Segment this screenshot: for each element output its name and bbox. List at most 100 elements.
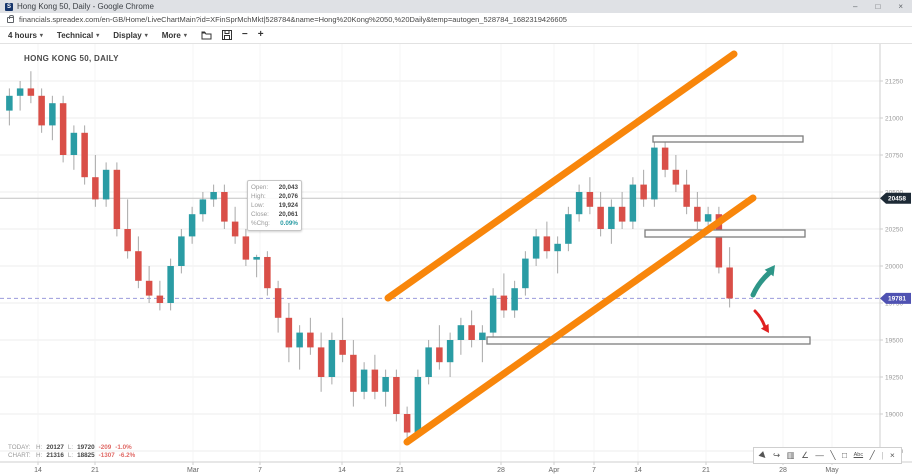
candle-down bbox=[694, 206, 701, 222]
price-axis-label: 19000 bbox=[885, 411, 903, 418]
candle-down bbox=[715, 214, 723, 268]
time-axis-label: May bbox=[825, 467, 839, 474]
pointer-tool-icon[interactable]: ▶ bbox=[757, 449, 770, 461]
candle-up bbox=[479, 332, 486, 340]
candle-up bbox=[49, 103, 56, 126]
display-dropdown[interactable]: Display ▾ bbox=[113, 31, 147, 40]
candle-down bbox=[27, 88, 35, 96]
zone-rectangle-annotation[interactable] bbox=[652, 135, 804, 143]
status-legend: TODAY: H: 20127 L: 19720 -209 -1.0% CHART: H: 213… bbox=[8, 444, 135, 460]
interval-dropdown-label: 4 hours bbox=[8, 30, 37, 40]
change-value: -1.0% bbox=[115, 444, 132, 451]
columns-tool-icon[interactable]: ▥ bbox=[786, 450, 795, 460]
hl-label: L: bbox=[67, 452, 74, 459]
candle-up bbox=[425, 347, 432, 377]
candle-up bbox=[511, 288, 518, 311]
close-draw-toolbar-icon[interactable]: × bbox=[889, 450, 895, 460]
candle-down bbox=[597, 206, 604, 229]
padlock-icon bbox=[7, 14, 14, 23]
down-arrow-annotation[interactable] bbox=[753, 309, 767, 328]
hl-value: 20127 bbox=[46, 444, 64, 451]
line-tool-icon[interactable]: ╱ bbox=[869, 450, 875, 460]
save-chart-button[interactable] bbox=[221, 30, 232, 40]
drawing-toolbar: ▶ ↪ ▥ ∠ — ╲ □ Abc ╱ | × bbox=[753, 447, 902, 464]
candle-down bbox=[92, 177, 99, 200]
price-tag-value: 20458 bbox=[888, 196, 906, 203]
up-arrowhead bbox=[764, 265, 775, 277]
address-bar[interactable]: financials.spreadex.com/en-GB/Home/LiveC… bbox=[0, 13, 912, 27]
candle-up bbox=[6, 95, 13, 111]
time-axis-label: 28 bbox=[779, 467, 787, 474]
channel-trendline-annotation[interactable] bbox=[384, 50, 738, 302]
hline-tool-icon[interactable]: — bbox=[815, 450, 824, 460]
candle-down bbox=[661, 147, 669, 170]
url-text[interactable]: financials.spreadex.com/en-GB/Home/LiveC… bbox=[19, 15, 567, 24]
candle-down bbox=[618, 206, 626, 222]
chart-svg: 2125021000207502050020250200001975019500… bbox=[0, 44, 912, 474]
candle-down bbox=[393, 377, 400, 414]
plus-icon: + bbox=[257, 29, 264, 40]
zoom-in-button[interactable]: + bbox=[258, 30, 264, 40]
window-controls: – □ × bbox=[853, 0, 907, 13]
candle-down bbox=[317, 347, 325, 377]
candle-down bbox=[135, 251, 142, 281]
time-axis-label: Mar bbox=[187, 467, 200, 474]
tooltip-row: High: 20,076 bbox=[251, 192, 298, 201]
candle-up bbox=[522, 258, 529, 289]
close-button[interactable]: × bbox=[898, 2, 903, 11]
chevron-down-icon: ▾ bbox=[144, 32, 148, 39]
technical-dropdown[interactable]: Technical ▾ bbox=[57, 31, 99, 40]
chevron-down-icon: ▾ bbox=[183, 32, 187, 39]
down-arrowhead bbox=[760, 323, 769, 333]
hl-label: L: bbox=[67, 444, 74, 451]
window-titlebar: S Hong Kong 50, Daily - Google Chrome – □… bbox=[0, 0, 912, 13]
more-dropdown[interactable]: More ▾ bbox=[162, 31, 187, 40]
candle-up bbox=[489, 295, 497, 333]
candle-down bbox=[59, 103, 67, 155]
up-arrow-annotation[interactable] bbox=[750, 270, 772, 298]
zone-rectangle-annotation[interactable] bbox=[644, 229, 806, 238]
save-floppy-icon bbox=[221, 30, 232, 40]
chart-app-toolbar: 4 hours ▾ Technical ▾ Display ▾ More ▾ − + bbox=[0, 27, 912, 44]
candle-up bbox=[70, 132, 78, 155]
candle-down bbox=[156, 295, 164, 303]
candle-up bbox=[608, 206, 615, 229]
candle-up bbox=[296, 332, 303, 348]
rectangle-tool-icon[interactable]: □ bbox=[841, 450, 848, 460]
candle-down bbox=[307, 332, 314, 348]
tooltip-label: Low: bbox=[251, 202, 265, 209]
time-axis-label: Apr bbox=[549, 467, 561, 474]
zone-rectangle-annotation[interactable] bbox=[486, 336, 811, 345]
price-axis-label: 21000 bbox=[885, 115, 903, 122]
change-value: -6.2% bbox=[118, 452, 136, 459]
candle-down bbox=[242, 236, 250, 260]
price-tag bbox=[880, 292, 911, 304]
candle-up bbox=[704, 214, 712, 222]
chevron-down-icon: ▾ bbox=[39, 32, 43, 39]
tooltip-row: Close: 20,061 bbox=[251, 210, 298, 219]
zoom-out-button[interactable]: − bbox=[242, 30, 248, 40]
channel-trendline-annotation[interactable] bbox=[403, 194, 757, 446]
chart-title: HONG KONG 50, DAILY bbox=[24, 54, 119, 63]
candle-up bbox=[167, 266, 174, 303]
text-tool-icon[interactable]: Abc bbox=[853, 452, 864, 458]
tooltip-row: Open: 20,043 bbox=[251, 183, 298, 192]
price-axis-label: 20000 bbox=[885, 263, 903, 270]
candle-down bbox=[350, 354, 357, 392]
tooltip-label: Open: bbox=[251, 184, 269, 191]
candle-down bbox=[543, 236, 551, 252]
candle-down bbox=[38, 95, 45, 126]
tooltip-label: High: bbox=[251, 193, 266, 200]
arrow-tool-icon[interactable]: ↪ bbox=[773, 450, 781, 460]
interval-dropdown[interactable]: 4 hours ▾ bbox=[8, 31, 43, 40]
minimize-button[interactable]: – bbox=[853, 2, 858, 11]
maximize-button[interactable]: □ bbox=[875, 2, 881, 11]
trendline-tool-icon[interactable]: ╲ bbox=[830, 450, 836, 460]
price-tag bbox=[880, 192, 911, 204]
open-chart-button[interactable] bbox=[201, 31, 212, 40]
ohlc-tooltip: Open: 20,043 High: 20,076 Low: 19,924 Close: 20… bbox=[247, 180, 302, 231]
angle-tool-icon[interactable]: ∠ bbox=[801, 450, 809, 460]
hl-value: 18825 bbox=[77, 452, 95, 459]
candle-down bbox=[640, 184, 647, 200]
price-axis-label: 19500 bbox=[885, 337, 903, 344]
